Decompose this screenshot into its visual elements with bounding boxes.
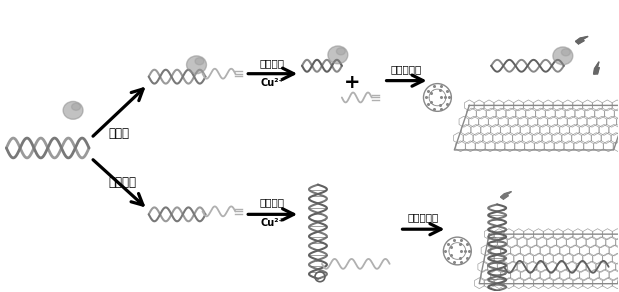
Ellipse shape [195, 58, 204, 65]
Text: 抗坏血酸: 抗坏血酸 [259, 197, 285, 207]
Ellipse shape [328, 46, 348, 64]
Ellipse shape [186, 56, 207, 74]
Text: Cu²⁺: Cu²⁺ [261, 218, 284, 228]
Text: 抗坏血酸: 抗坏血酸 [259, 58, 285, 68]
Ellipse shape [63, 101, 83, 119]
Ellipse shape [561, 49, 570, 56]
Polygon shape [576, 36, 588, 44]
Text: Cu²⁺: Cu²⁺ [261, 78, 284, 88]
Ellipse shape [336, 48, 345, 55]
Polygon shape [594, 62, 599, 74]
Polygon shape [501, 192, 511, 199]
Polygon shape [479, 234, 619, 284]
Text: 氧化石墨烯: 氧化石墨烯 [408, 212, 439, 222]
Polygon shape [454, 105, 619, 150]
Ellipse shape [72, 103, 80, 110]
Text: 无靶蛋白: 无靶蛋白 [109, 176, 137, 189]
Ellipse shape [553, 47, 573, 65]
Text: +: + [344, 73, 360, 92]
Text: 靶蛋白: 靶蛋白 [109, 127, 130, 140]
Text: 氧化石墨烯: 氧化石墨烯 [391, 64, 422, 74]
